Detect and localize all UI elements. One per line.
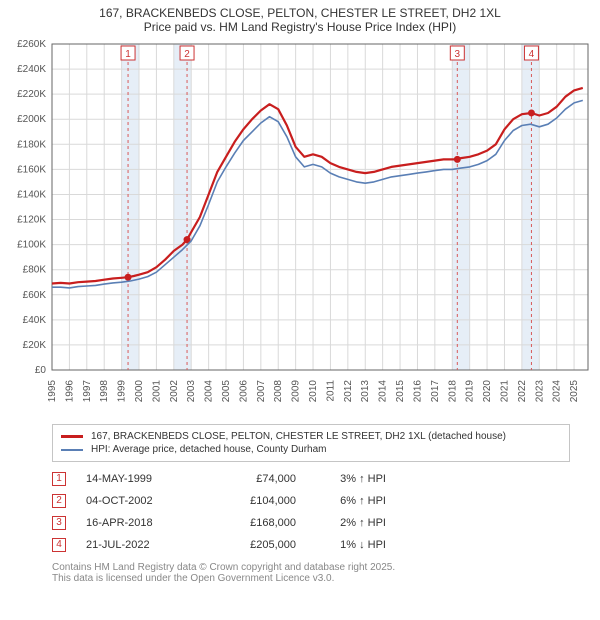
legend-row-2: HPI: Average price, detached house, Coun… [61,443,561,456]
svg-text:1997: 1997 [82,380,93,403]
svg-text:2023: 2023 [534,380,545,403]
svg-text:2022: 2022 [517,380,528,403]
svg-text:2018: 2018 [447,380,458,403]
svg-text:2001: 2001 [151,380,162,403]
svg-text:2000: 2000 [134,380,145,403]
svg-text:2011: 2011 [325,380,336,402]
legend-swatch-1 [61,435,83,438]
svg-text:2003: 2003 [186,380,197,403]
sale-price: £205,000 [216,539,296,551]
svg-text:£100K: £100K [17,240,46,251]
svg-text:£80K: £80K [23,265,47,276]
svg-text:2006: 2006 [238,380,249,403]
svg-text:2016: 2016 [412,380,423,403]
title-line1: 167, BRACKENBEDS CLOSE, PELTON, CHESTER … [10,6,590,20]
sales-table: 1 14-MAY-1999 £74,000 3% ↑ HPI 2 04-OCT-2002 £… [52,468,570,556]
svg-text:2004: 2004 [204,380,215,403]
svg-text:£0: £0 [35,365,47,376]
sales-row: 4 21-JUL-2022 £205,000 1% ↓ HPI [52,534,570,556]
svg-text:2009: 2009 [291,380,302,403]
svg-text:£240K: £240K [17,64,46,75]
footnote: Contains HM Land Registry data © Crown c… [52,562,570,584]
svg-text:2014: 2014 [378,380,389,403]
chart-svg: £0 £20K £40K £60K £80K £100K £120K £140K £160K £1… [0,36,600,416]
svg-text:2013: 2013 [360,380,371,403]
svg-text:2020: 2020 [482,380,493,403]
svg-text:2002: 2002 [169,380,180,403]
legend-label-2: HPI: Average price, detached house, Coun… [91,444,327,455]
svg-text:1995: 1995 [47,380,58,403]
svg-text:£160K: £160K [17,164,46,175]
svg-text:1996: 1996 [64,380,75,403]
svg-text:2008: 2008 [273,380,284,403]
sale-price: £168,000 [216,517,296,529]
svg-text:1999: 1999 [117,380,128,403]
legend: 167, BRACKENBEDS CLOSE, PELTON, CHESTER … [52,424,570,462]
sale-marker: 4 [52,538,66,552]
svg-text:2010: 2010 [308,380,319,403]
chart-area: £0 £20K £40K £60K £80K £100K £120K £140K £160K £1… [0,36,600,416]
sales-row: 2 04-OCT-2002 £104,000 6% ↑ HPI [52,490,570,512]
svg-text:1: 1 [125,49,131,60]
svg-text:£140K: £140K [17,189,46,200]
svg-text:£200K: £200K [17,114,46,125]
svg-text:2024: 2024 [552,380,563,403]
sale-date: 21-JUL-2022 [86,539,196,551]
svg-text:2025: 2025 [569,380,580,403]
svg-text:2015: 2015 [395,380,406,403]
sales-row: 3 16-APR-2018 £168,000 2% ↑ HPI [52,512,570,534]
svg-text:£40K: £40K [23,315,47,326]
svg-text:2017: 2017 [430,380,441,403]
footnote-line2: This data is licensed under the Open Gov… [52,573,570,584]
sale-marker: 3 [52,516,66,530]
svg-text:1998: 1998 [99,380,110,403]
svg-text:3: 3 [455,49,461,60]
svg-text:£180K: £180K [17,139,46,150]
sale-date: 04-OCT-2002 [86,495,196,507]
footnote-line1: Contains HM Land Registry data © Crown c… [52,562,570,573]
sale-pct: 1% ↓ HPI [316,539,386,551]
svg-text:2007: 2007 [256,380,267,403]
sale-marker: 1 [52,472,66,486]
svg-text:£60K: £60K [23,290,47,301]
svg-text:£20K: £20K [23,340,47,351]
sale-pct: 2% ↑ HPI [316,517,386,529]
svg-text:£260K: £260K [17,39,46,50]
chart-title: 167, BRACKENBEDS CLOSE, PELTON, CHESTER … [0,0,600,36]
legend-label-1: 167, BRACKENBEDS CLOSE, PELTON, CHESTER … [91,431,506,442]
svg-text:2: 2 [184,49,190,60]
svg-text:2012: 2012 [343,380,354,403]
svg-text:£220K: £220K [17,89,46,100]
legend-row-1: 167, BRACKENBEDS CLOSE, PELTON, CHESTER … [61,430,561,443]
sale-pct: 6% ↑ HPI [316,495,386,507]
title-line2: Price paid vs. HM Land Registry's House … [10,20,590,34]
svg-text:£120K: £120K [17,215,46,226]
sale-pct: 3% ↑ HPI [316,473,386,485]
svg-text:2021: 2021 [499,380,510,403]
svg-text:4: 4 [529,49,535,60]
svg-text:2005: 2005 [221,380,232,403]
svg-text:2019: 2019 [465,380,476,403]
sale-date: 14-MAY-1999 [86,473,196,485]
sale-price: £104,000 [216,495,296,507]
sale-marker: 2 [52,494,66,508]
sale-price: £74,000 [216,473,296,485]
sales-row: 1 14-MAY-1999 £74,000 3% ↑ HPI [52,468,570,490]
sale-date: 16-APR-2018 [86,517,196,529]
legend-swatch-2 [61,449,83,451]
